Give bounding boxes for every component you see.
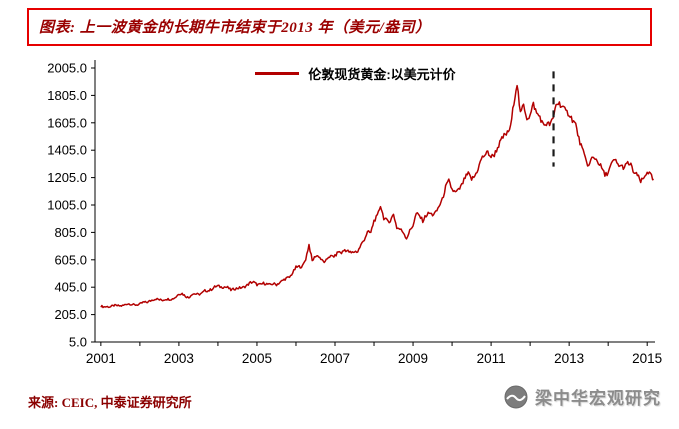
svg-text:5.0: 5.0 — [69, 335, 87, 350]
research-logo-icon — [504, 385, 528, 408]
svg-text:2009: 2009 — [398, 351, 428, 366]
svg-text:2015: 2015 — [632, 351, 662, 366]
svg-text:405.0: 405.0 — [54, 280, 87, 295]
svg-text:2005.0: 2005.0 — [47, 61, 87, 76]
chart-title-box: 图表: 上一波黄金的长期牛市结束于2013 年（美元/盎司） — [27, 8, 652, 46]
svg-text:2001: 2001 — [86, 351, 116, 366]
svg-text:2007: 2007 — [320, 351, 350, 366]
legend-line-icon — [255, 72, 300, 75]
svg-text:2011: 2011 — [477, 351, 506, 366]
gold-price-line-chart: 5.0 205.0 405.0 605.0 805.0 1005.0 1205.0 1405.… — [47, 60, 662, 366]
svg-text:205.0: 205.0 — [54, 307, 87, 322]
watermark-text: 梁中华宏观研究 — [535, 389, 661, 408]
svg-text:1605.0: 1605.0 — [47, 115, 87, 130]
svg-text:1205.0: 1205.0 — [47, 170, 87, 185]
svg-text:1805.0: 1805.0 — [47, 88, 87, 103]
watermark: 梁中华宏观研究 — [504, 384, 661, 409]
legend-label: 伦敦现货黄金:以美元计价 — [308, 67, 456, 82]
svg-text:1005.0: 1005.0 — [47, 198, 87, 213]
svg-text:805.0: 805.0 — [54, 225, 87, 240]
svg-text:2003: 2003 — [164, 351, 194, 366]
svg-text:605.0: 605.0 — [54, 252, 87, 267]
svg-text:2005: 2005 — [242, 351, 272, 366]
svg-text:2013: 2013 — [554, 351, 584, 366]
chart-title: 图表: 上一波黄金的长期牛市结束于2013 年（美元/盎司） — [39, 20, 431, 36]
svg-text:1405.0: 1405.0 — [47, 143, 87, 158]
legend: 伦敦现货黄金:以美元计价 — [16, 64, 679, 83]
source-note: 来源: CEIC, 中泰证券研究所 — [28, 395, 192, 410]
